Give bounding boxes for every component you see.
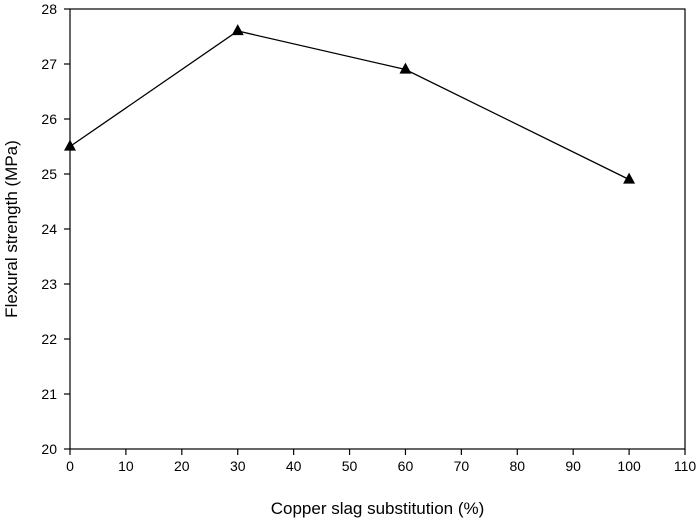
x-tick-label: 0 [66, 458, 74, 474]
x-tick-label: 30 [230, 458, 246, 474]
x-tick-label: 110 [674, 458, 697, 474]
x-tick-label: 20 [174, 458, 190, 474]
y-tick-label: 22 [41, 331, 57, 347]
y-tick-label: 27 [41, 56, 57, 72]
data-point-marker [231, 24, 244, 36]
y-tick-label: 25 [41, 166, 57, 182]
y-tick-label: 26 [41, 111, 57, 127]
x-tick-label: 10 [118, 458, 134, 474]
x-tick-label: 50 [342, 458, 358, 474]
x-tick-label: 70 [454, 458, 470, 474]
series-layer [64, 24, 636, 184]
plot-frame [69, 8, 686, 450]
y-axis-title: Flexural strength (MPa) [2, 140, 21, 318]
y-tick-label: 21 [41, 386, 57, 402]
data-point-marker [623, 172, 636, 184]
x-axis-title: Copper slag substitution (%) [271, 499, 485, 518]
x-tick-label: 90 [565, 458, 581, 474]
data-point-marker [399, 62, 412, 74]
series-line [69, 30, 630, 181]
y-tick-label: 28 [41, 1, 57, 17]
x-tick-label: 60 [398, 458, 414, 474]
y-tick-label: 23 [41, 276, 57, 292]
x-tick-label: 40 [286, 458, 302, 474]
y-tick-label: 20 [41, 441, 57, 457]
x-axis-ticks: 0 10 20 30 40 50 60 70 80 90 100 110 [66, 449, 696, 474]
y-axis-ticks: 20 21 22 23 24 25 26 27 28 [41, 1, 70, 457]
x-tick-label: 80 [509, 458, 525, 474]
x-tick-label: 100 [617, 458, 641, 474]
y-tick-label: 24 [41, 221, 57, 237]
